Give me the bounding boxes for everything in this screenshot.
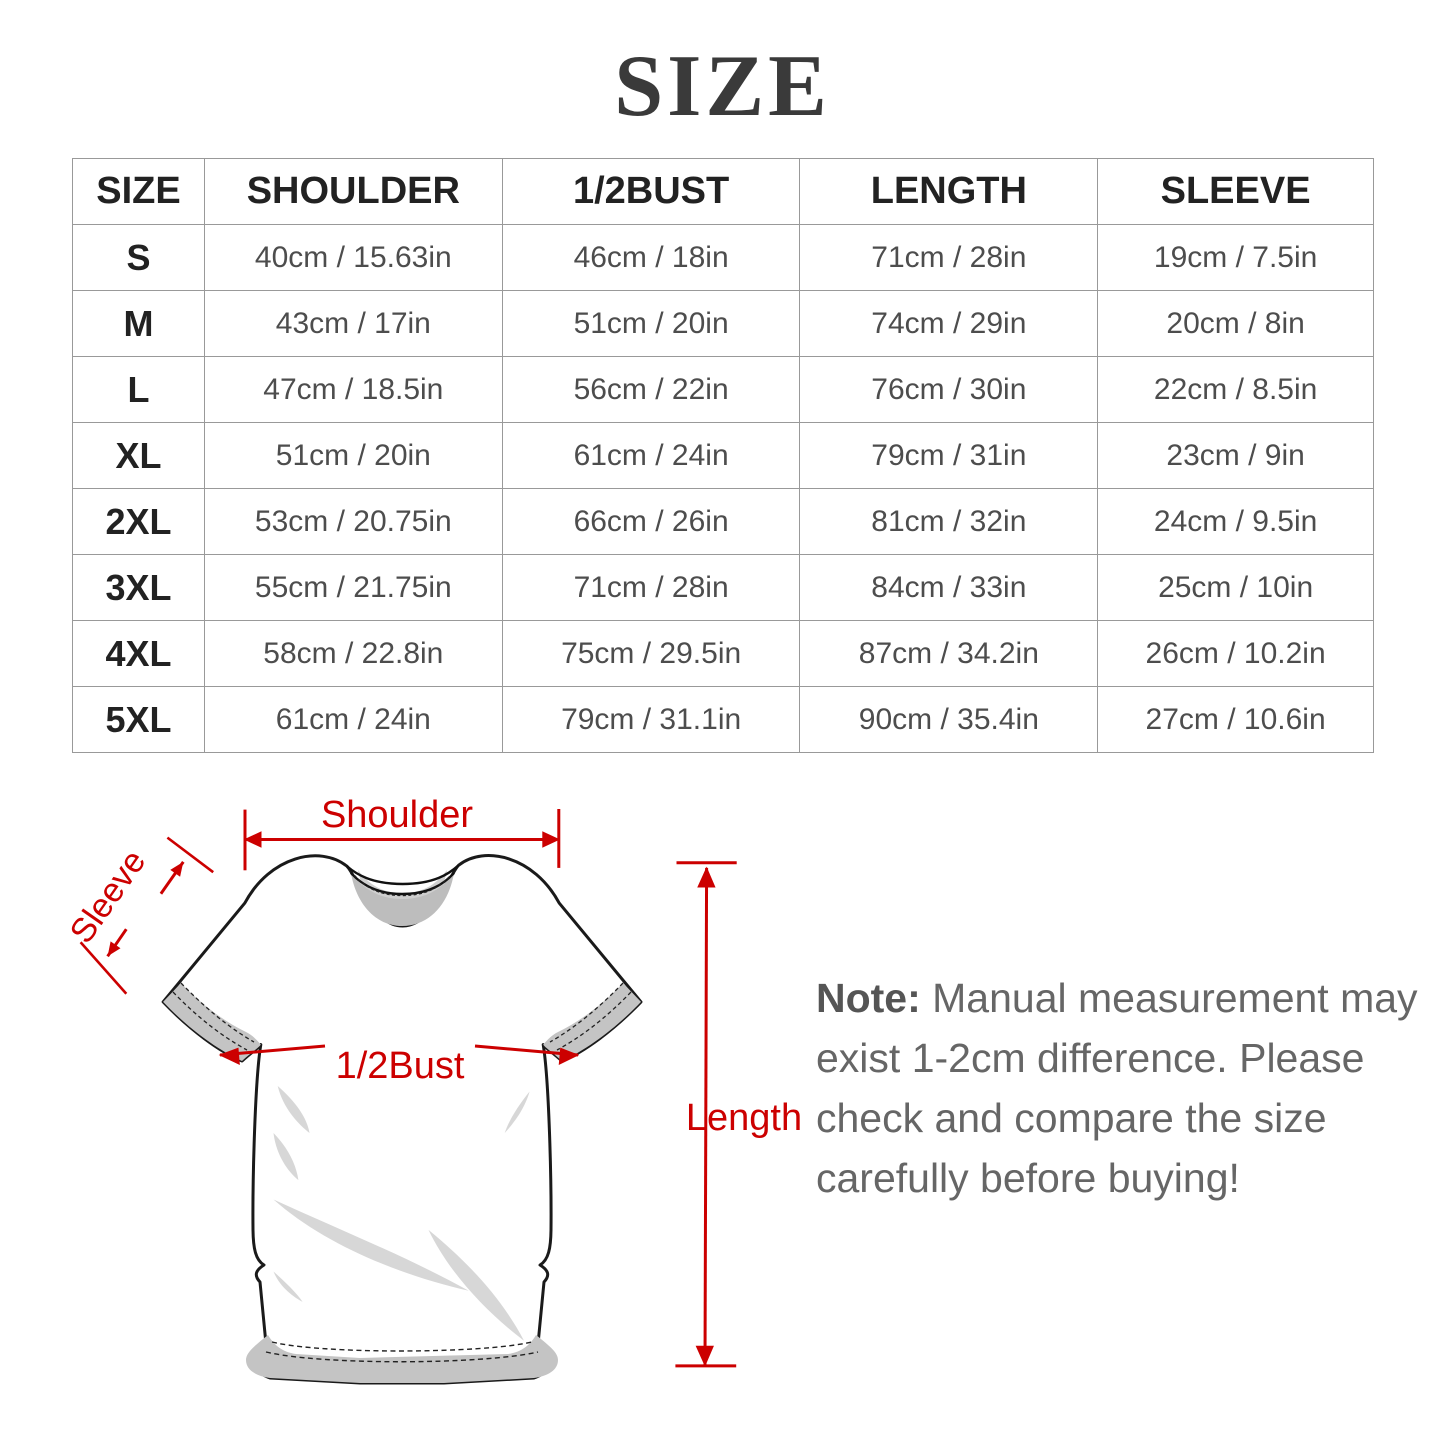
svg-text:Length: Length	[686, 1097, 800, 1139]
svg-text:Sleeve: Sleeve	[63, 843, 154, 950]
svg-text:1/2Bust: 1/2Bust	[336, 1045, 465, 1087]
svg-text:Shoulder: Shoulder	[321, 794, 473, 836]
